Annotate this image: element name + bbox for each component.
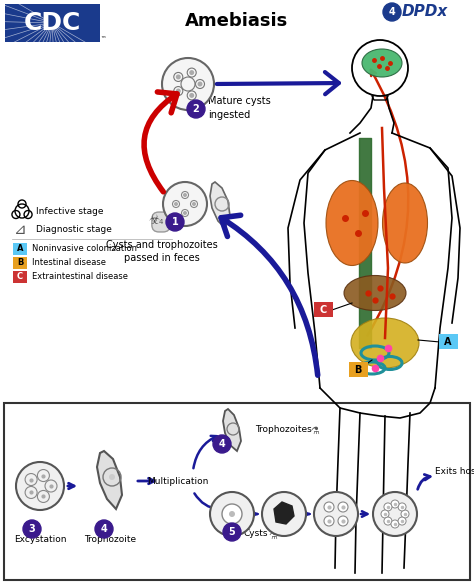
Text: Trophozoites: Trophozoites (255, 425, 312, 433)
Circle shape (391, 500, 399, 508)
FancyArrowPatch shape (221, 215, 318, 376)
Text: 2: 2 (192, 104, 200, 114)
Circle shape (398, 503, 406, 511)
Text: Noninvasive colonization: Noninvasive colonization (32, 244, 137, 253)
Circle shape (23, 520, 41, 538)
Text: Intestinal disease: Intestinal disease (32, 258, 106, 267)
Circle shape (174, 202, 178, 206)
Circle shape (16, 462, 64, 510)
Text: Extraintestinal disease: Extraintestinal disease (32, 272, 128, 281)
Ellipse shape (383, 183, 428, 263)
Circle shape (176, 74, 181, 79)
FancyBboxPatch shape (314, 302, 333, 317)
Circle shape (189, 70, 194, 75)
Circle shape (384, 517, 392, 525)
Circle shape (198, 82, 202, 86)
Circle shape (384, 503, 392, 511)
Text: B: B (17, 258, 23, 267)
Circle shape (383, 3, 401, 21)
FancyArrowPatch shape (144, 92, 177, 192)
Circle shape (192, 202, 196, 206)
Circle shape (391, 520, 399, 528)
Circle shape (187, 100, 205, 118)
Text: C: C (319, 305, 327, 315)
Text: A: A (444, 337, 452, 347)
Text: ⊿: ⊿ (14, 221, 27, 237)
Text: Cysts: Cysts (244, 530, 268, 538)
Circle shape (210, 492, 254, 536)
Text: Cysts and trophozoites
passed in feces: Cysts and trophozoites passed in feces (106, 240, 218, 263)
Text: B: B (354, 365, 362, 375)
Text: Trophozoite: Trophozoite (84, 535, 136, 544)
Text: Diagnostic stage: Diagnostic stage (36, 224, 112, 234)
FancyBboxPatch shape (5, 4, 100, 42)
Circle shape (398, 517, 406, 525)
FancyBboxPatch shape (13, 242, 27, 255)
Circle shape (373, 492, 417, 536)
Text: Multiplication: Multiplication (147, 477, 209, 485)
Circle shape (229, 511, 235, 517)
Text: ⚗: ⚗ (310, 426, 319, 436)
Ellipse shape (351, 318, 419, 368)
Ellipse shape (326, 180, 378, 266)
Text: Exits host: Exits host (435, 467, 474, 475)
Circle shape (324, 516, 334, 526)
Text: ™: ™ (100, 37, 106, 42)
Polygon shape (274, 502, 294, 524)
Text: 5: 5 (228, 527, 236, 537)
Text: CDC: CDC (23, 11, 81, 35)
Text: A: A (17, 244, 23, 253)
Text: 4: 4 (389, 7, 395, 17)
Text: Amebiasis: Amebiasis (185, 12, 289, 30)
Text: Infective stage: Infective stage (36, 207, 103, 215)
Circle shape (166, 213, 184, 231)
Circle shape (222, 504, 242, 524)
Polygon shape (97, 451, 122, 509)
Circle shape (95, 520, 113, 538)
Text: Excystation: Excystation (14, 535, 66, 544)
Circle shape (183, 211, 187, 215)
Text: 4: 4 (219, 439, 225, 449)
Circle shape (314, 492, 358, 536)
FancyBboxPatch shape (13, 270, 27, 283)
FancyBboxPatch shape (13, 256, 27, 269)
Text: 3: 3 (28, 524, 36, 534)
FancyArrowPatch shape (217, 72, 339, 94)
Circle shape (176, 89, 181, 93)
Ellipse shape (344, 276, 406, 311)
Text: Mature cysts
ingested: Mature cysts ingested (208, 96, 271, 120)
FancyBboxPatch shape (349, 362, 368, 377)
Text: 4: 4 (100, 524, 108, 534)
Circle shape (324, 502, 334, 512)
Circle shape (109, 474, 115, 480)
FancyBboxPatch shape (439, 334, 458, 349)
Polygon shape (223, 409, 241, 451)
Bar (4, 403, 470, 580)
Text: DPDx: DPDx (402, 5, 448, 19)
Text: 1: 1 (172, 217, 178, 227)
Text: ☣: ☣ (148, 214, 159, 228)
Circle shape (183, 193, 187, 197)
Circle shape (338, 516, 348, 526)
Circle shape (338, 502, 348, 512)
Circle shape (162, 58, 214, 110)
Text: ⚗: ⚗ (268, 531, 277, 541)
Text: C: C (17, 272, 23, 281)
Polygon shape (210, 182, 230, 228)
Circle shape (189, 93, 194, 98)
Circle shape (381, 510, 389, 518)
Circle shape (163, 182, 207, 226)
Text: 4: 4 (159, 219, 163, 225)
Circle shape (213, 435, 231, 453)
Ellipse shape (362, 49, 402, 77)
Circle shape (401, 510, 409, 518)
Circle shape (262, 492, 306, 536)
Circle shape (223, 523, 241, 541)
